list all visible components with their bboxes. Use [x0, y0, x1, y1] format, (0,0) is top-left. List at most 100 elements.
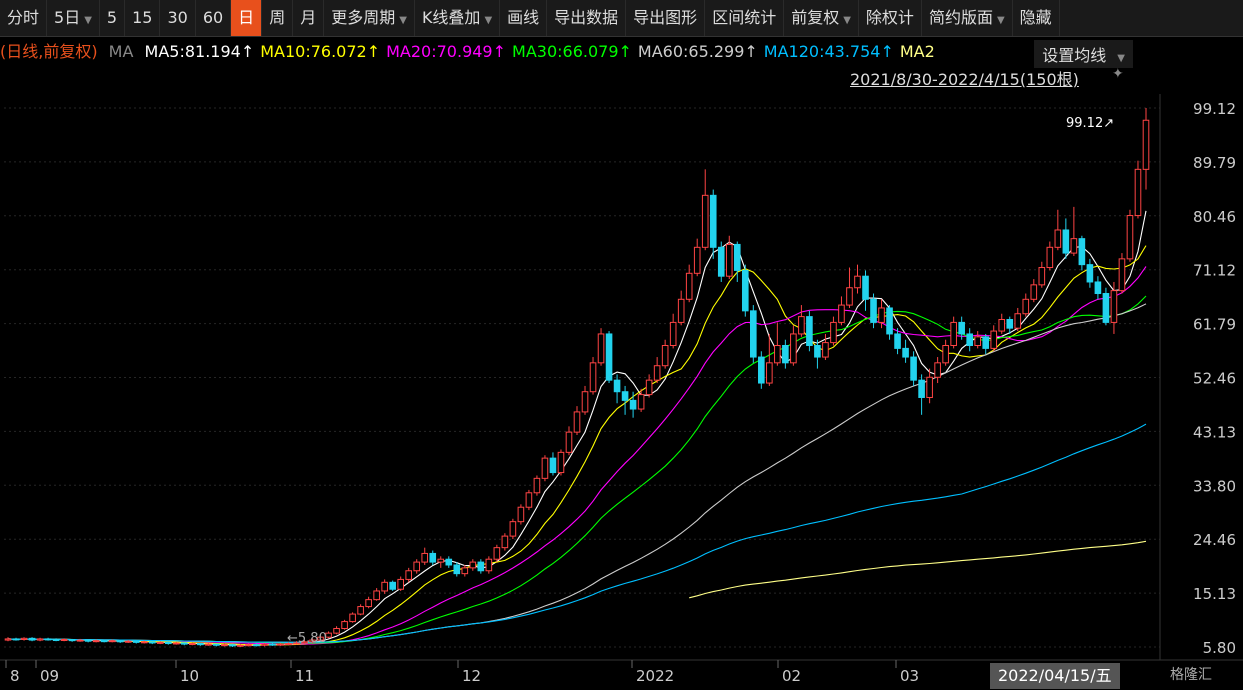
candle[interactable]: [1142, 108, 1150, 190]
candle[interactable]: [108, 639, 116, 643]
candle[interactable]: [1030, 279, 1038, 303]
candle[interactable]: [397, 576, 404, 591]
candle[interactable]: [1086, 258, 1094, 288]
candle[interactable]: [181, 642, 188, 646]
candle[interactable]: [814, 339, 821, 369]
candle[interactable]: [317, 635, 324, 642]
candle[interactable]: [1006, 316, 1014, 334]
candle[interactable]: [36, 637, 44, 642]
candle[interactable]: [124, 640, 132, 643]
candle[interactable]: [565, 426, 573, 456]
period-tab-5[interactable]: 60: [196, 0, 232, 36]
candle[interactable]: [429, 550, 437, 565]
candle[interactable]: [325, 631, 332, 639]
candle[interactable]: [373, 588, 380, 601]
candle[interactable]: [725, 235, 733, 280]
candle[interactable]: [541, 455, 549, 482]
candle[interactable]: [1126, 209, 1134, 262]
candle[interactable]: [1078, 235, 1086, 271]
candle[interactable]: [277, 642, 284, 646]
candle[interactable]: [405, 567, 413, 583]
candle[interactable]: [613, 374, 621, 404]
candle[interactable]: [301, 640, 308, 645]
candle[interactable]: [1110, 281, 1118, 334]
candle[interactable]: [733, 241, 741, 282]
candle[interactable]: [982, 333, 990, 355]
candle[interactable]: [148, 641, 156, 645]
candle[interactable]: [942, 339, 949, 366]
period-tab-14[interactable]: 区间统计: [705, 0, 785, 36]
candle[interactable]: [1134, 160, 1142, 219]
candle[interactable]: [1062, 218, 1070, 259]
candle[interactable]: [693, 238, 701, 277]
candle[interactable]: [132, 640, 140, 644]
candle[interactable]: [253, 643, 260, 647]
candle[interactable]: [886, 305, 893, 340]
candle[interactable]: [501, 533, 509, 551]
candle[interactable]: [261, 642, 268, 647]
candle[interactable]: [653, 357, 661, 384]
candle[interactable]: [213, 643, 220, 647]
candle[interactable]: [902, 339, 909, 363]
candle[interactable]: [189, 642, 196, 646]
period-tab-15[interactable]: 前复权 ▼: [784, 0, 859, 36]
candle[interactable]: [926, 368, 933, 404]
candle[interactable]: [341, 619, 348, 630]
candle[interactable]: [20, 637, 28, 641]
period-tab-2[interactable]: 5: [100, 0, 126, 36]
candle[interactable]: [798, 305, 805, 337]
candle[interactable]: [349, 612, 356, 623]
candle[interactable]: [782, 339, 789, 369]
candle[interactable]: [493, 544, 501, 563]
candle[interactable]: [421, 547, 429, 565]
period-tab-12[interactable]: 导出数据: [547, 0, 627, 36]
period-tab-18[interactable]: 隐藏: [1013, 0, 1060, 36]
period-tab-13[interactable]: 导出图形: [626, 0, 706, 36]
candle[interactable]: [533, 475, 541, 496]
candle[interactable]: [44, 637, 52, 641]
candle[interactable]: [389, 580, 396, 591]
period-tab-17[interactable]: 简约版面 ▼: [922, 0, 1013, 36]
candle[interactable]: [164, 641, 172, 645]
candle[interactable]: [357, 604, 364, 616]
candle[interactable]: [269, 642, 276, 646]
candle[interactable]: [60, 638, 68, 642]
period-tab-7[interactable]: 周: [262, 0, 294, 36]
candle[interactable]: [741, 264, 749, 317]
period-tab-4[interactable]: 30: [160, 0, 196, 36]
candle[interactable]: [221, 643, 228, 647]
candle[interactable]: [677, 290, 685, 326]
candle[interactable]: [862, 270, 869, 311]
set-ma-dropdown[interactable]: 设置均线 ▼: [1034, 40, 1133, 68]
candle[interactable]: [709, 189, 717, 259]
period-tab-1[interactable]: 5日 ▼: [47, 0, 100, 36]
period-tab-9[interactable]: 更多周期 ▼: [324, 0, 415, 36]
candle[interactable]: [1102, 287, 1110, 326]
pin-icon[interactable]: ✦: [1112, 66, 1124, 82]
candle[interactable]: [854, 264, 861, 294]
candle[interactable]: [517, 504, 525, 525]
candle[interactable]: [437, 556, 445, 568]
candle[interactable]: [525, 489, 533, 511]
range-label[interactable]: 2021/8/30-2022/4/15(150根): [850, 70, 1079, 89]
candle[interactable]: [806, 310, 813, 352]
candle[interactable]: [413, 559, 421, 574]
candle[interactable]: [645, 374, 653, 398]
candle[interactable]: [172, 641, 180, 645]
candle[interactable]: [76, 638, 84, 642]
candle[interactable]: [629, 391, 637, 418]
candle[interactable]: [621, 385, 629, 415]
candle[interactable]: [293, 641, 300, 645]
period-tab-10[interactable]: K线叠加 ▼: [415, 0, 501, 36]
candle[interactable]: [469, 559, 477, 571]
candle[interactable]: [605, 331, 613, 384]
candle[interactable]: [966, 328, 973, 352]
candle[interactable]: [637, 388, 645, 412]
candle[interactable]: [998, 313, 1006, 334]
candle[interactable]: [197, 642, 204, 646]
candle[interactable]: [333, 626, 340, 635]
candle[interactable]: [597, 328, 605, 366]
candle[interactable]: [758, 351, 765, 389]
candle[interactable]: [509, 518, 517, 539]
